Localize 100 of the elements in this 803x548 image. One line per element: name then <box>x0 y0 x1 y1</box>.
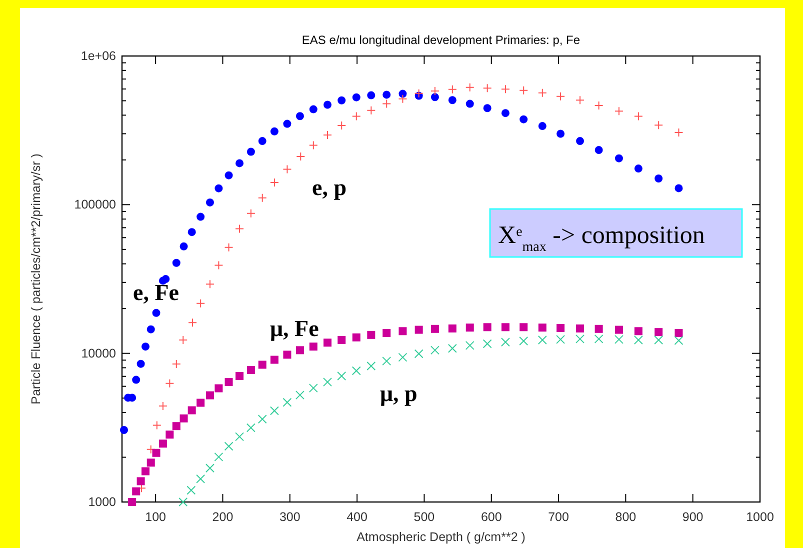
point <box>614 106 624 116</box>
point <box>501 323 510 332</box>
point <box>338 96 346 104</box>
point <box>214 384 223 392</box>
point <box>519 86 528 95</box>
point <box>448 344 457 353</box>
point <box>337 120 346 130</box>
point <box>482 84 492 93</box>
point <box>448 96 456 104</box>
point <box>246 148 255 156</box>
point <box>674 184 683 192</box>
point <box>483 104 492 112</box>
point <box>186 486 196 495</box>
point <box>654 120 664 130</box>
point <box>634 164 642 173</box>
point <box>538 88 547 98</box>
point <box>136 477 145 486</box>
point <box>132 487 140 496</box>
annotation: X$^{e}$$_{max}$ -> composition <box>498 222 706 254</box>
point <box>430 93 439 102</box>
point <box>196 398 205 407</box>
point <box>466 100 474 108</box>
point <box>142 342 150 351</box>
point <box>258 193 267 202</box>
point <box>258 137 266 146</box>
point <box>180 242 188 250</box>
point <box>206 391 214 400</box>
point <box>146 444 156 454</box>
point <box>501 109 510 118</box>
point <box>224 378 233 386</box>
point <box>162 275 170 284</box>
point <box>196 474 206 484</box>
point <box>196 298 206 308</box>
point <box>282 398 292 407</box>
point <box>614 334 624 344</box>
point <box>152 420 162 430</box>
point <box>398 352 408 362</box>
point <box>414 349 424 358</box>
point <box>283 350 292 359</box>
point <box>654 335 664 344</box>
point <box>152 448 160 457</box>
point <box>152 308 160 317</box>
point <box>448 84 457 94</box>
point <box>414 88 424 98</box>
point <box>414 326 423 334</box>
point <box>188 318 198 328</box>
point <box>172 422 180 430</box>
point <box>500 338 510 347</box>
point <box>172 258 180 267</box>
point <box>258 360 266 369</box>
point <box>556 130 565 138</box>
point <box>483 323 492 332</box>
point <box>308 384 318 393</box>
point <box>382 329 391 338</box>
point <box>214 260 224 270</box>
x-tick-label: 1000 <box>746 510 774 524</box>
point <box>576 334 585 344</box>
point <box>556 334 566 344</box>
point <box>614 326 623 334</box>
point <box>634 327 642 336</box>
point <box>382 99 392 108</box>
point <box>166 430 174 439</box>
point <box>309 342 318 351</box>
point <box>324 100 332 109</box>
point <box>246 423 256 432</box>
point <box>178 498 188 506</box>
point <box>324 338 332 347</box>
point <box>367 330 376 339</box>
y-axis-title: Particle Fluence ( particles/cm**2/primary/sr ) <box>29 154 43 404</box>
point <box>132 376 140 384</box>
point <box>366 106 376 115</box>
point <box>465 82 474 92</box>
point <box>205 280 214 289</box>
point <box>576 96 585 105</box>
point <box>142 467 150 476</box>
point <box>352 366 361 376</box>
x-axis-title: Atmospheric Depth ( g/cm**2 ) <box>356 530 526 544</box>
point <box>236 372 244 380</box>
point <box>448 324 456 332</box>
point <box>538 122 546 130</box>
point <box>214 452 224 462</box>
point <box>136 360 145 368</box>
point <box>465 340 474 350</box>
point <box>430 324 439 333</box>
point <box>236 159 244 168</box>
point <box>282 164 292 174</box>
series-label: e, p <box>312 175 346 200</box>
y-tick-label: 1000 <box>88 495 116 509</box>
point <box>214 184 223 192</box>
point <box>120 426 128 434</box>
point <box>323 130 332 140</box>
point <box>674 128 684 137</box>
x-tick-label: 800 <box>615 510 636 524</box>
point <box>224 171 233 180</box>
point <box>594 100 604 110</box>
point <box>308 140 318 150</box>
point <box>398 327 407 336</box>
series-label: μ, p <box>380 381 418 406</box>
x-tick-label: 600 <box>480 510 502 524</box>
point <box>500 84 510 94</box>
